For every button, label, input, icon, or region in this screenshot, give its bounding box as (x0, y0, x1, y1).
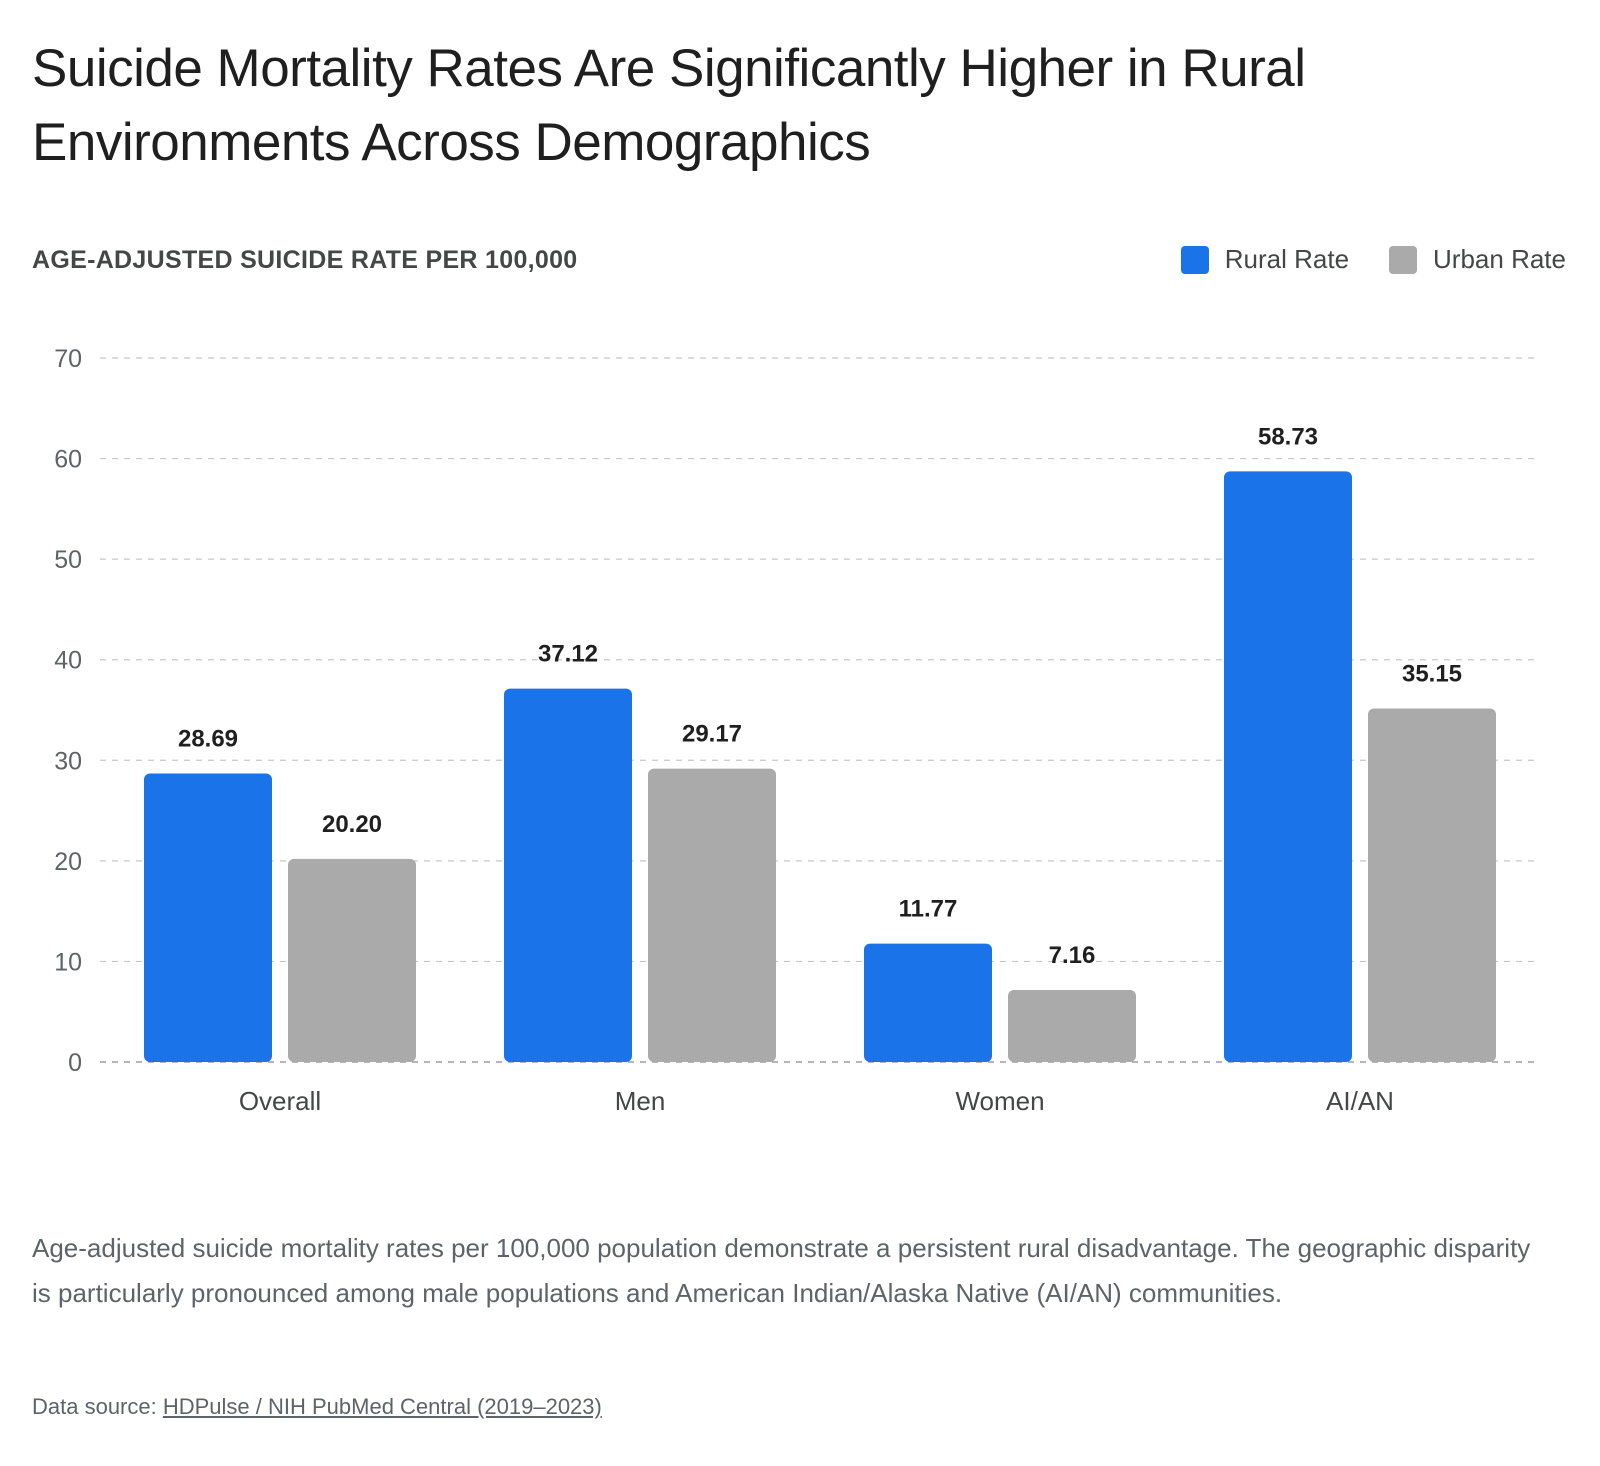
data-label: 28.69 (178, 725, 238, 752)
data-source-prefix: Data source: (32, 1394, 163, 1419)
bar-urban (1368, 708, 1496, 1062)
data-label: 29.17 (682, 721, 742, 748)
legend-item-rural: Rural Rate (1180, 244, 1350, 275)
legend-label-rural: Rural Rate (1224, 244, 1350, 274)
bar-urban (648, 768, 776, 1062)
legend: Rural Rate Urban Rate (1180, 244, 1566, 275)
bar-urban (288, 858, 416, 1062)
y-tick-label: 60 (54, 446, 82, 474)
data-label: 37.12 (538, 641, 598, 668)
x-tick-label: Women (955, 1086, 1044, 1116)
y-tick-label: 20 (54, 848, 82, 876)
chart-title: Suicide Mortality Rates Are Significantl… (32, 39, 1306, 172)
y-axis-title: AGE-ADJUSTED SUICIDE RATE PER 100,000 (32, 246, 578, 274)
bar-rural (1224, 471, 1352, 1062)
bar-rural (144, 773, 272, 1062)
data-label: 20.20 (322, 811, 382, 838)
legend-swatch-rural (1180, 245, 1209, 274)
data-label: 58.73 (1258, 423, 1318, 450)
y-tick-label: 10 (54, 948, 82, 976)
bar-chart: 0 10 20 30 40 50 60 70 28.69 20.20 Overall 37.12 29.… (54, 345, 1540, 1116)
bar-rural (864, 943, 992, 1062)
data-label: 11.77 (899, 896, 958, 923)
x-tick-label: Men (615, 1086, 666, 1116)
bar-urban (1008, 989, 1136, 1062)
legend-swatch-urban (1389, 245, 1418, 274)
y-tick-label: 30 (54, 747, 82, 775)
y-tick-label: 40 (54, 647, 82, 675)
y-tick-label: 0 (68, 1049, 82, 1077)
data-source-link[interactable]: HDPulse / NIH PubMed Central (2019–2023) (162, 1394, 602, 1419)
data-source: Data source: HDPulse / NIH PubMed Centra… (32, 1394, 602, 1420)
legend-label-urban: Urban Rate (1433, 244, 1566, 274)
bar-rural (504, 688, 632, 1062)
data-label: 7.16 (1049, 942, 1096, 969)
y-tick-label: 50 (54, 546, 82, 574)
x-tick-label: AI/AN (1326, 1086, 1394, 1116)
chart-caption: Age-adjusted suicide mortality rates per… (32, 1233, 1531, 1308)
x-tick-label: Overall (239, 1086, 321, 1116)
y-tick-label: 70 (54, 345, 82, 373)
legend-item-urban: Urban Rate (1389, 244, 1566, 275)
data-label: 35.15 (1402, 660, 1462, 687)
